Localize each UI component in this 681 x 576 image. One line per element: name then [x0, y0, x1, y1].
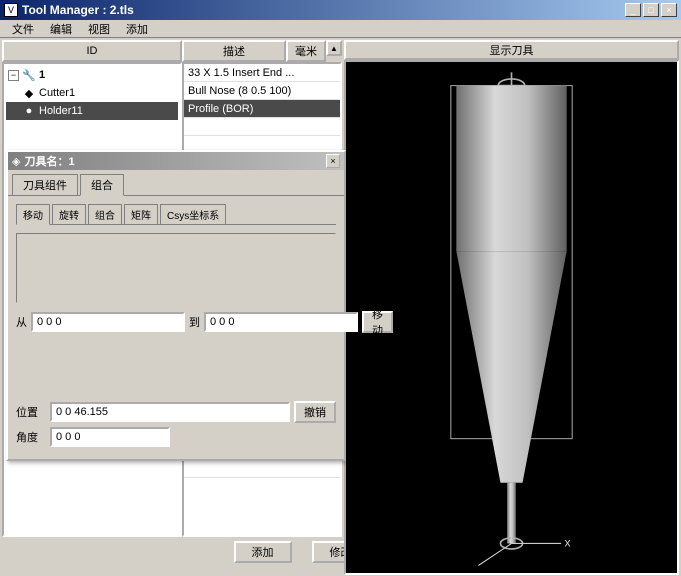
tab-combo[interactable]: 组合 — [80, 174, 124, 196]
position-input[interactable] — [50, 402, 290, 422]
list-item[interactable]: Profile (BOR) — [184, 100, 340, 118]
column-header-id[interactable]: ID — [2, 40, 182, 62]
tool-viewport[interactable]: x — [344, 60, 679, 575]
tab-combo-inner[interactable]: 组合 — [88, 204, 122, 224]
tab-assembly[interactable]: 刀具组件 — [12, 174, 78, 195]
dialog-titlebar[interactable]: ◈ 刀具名：1 × — [8, 152, 344, 170]
dialog-title: 刀具名：1 — [24, 153, 326, 169]
list-item[interactable]: 33 X 1.5 Insert End ... — [184, 64, 340, 82]
tool-rendering: x — [346, 62, 677, 573]
title-bar: V Tool Manager : 2.tls _ □ × — [0, 0, 681, 20]
menu-file[interactable]: 文件 — [4, 21, 42, 37]
column-header-unit[interactable]: 毫米 — [286, 40, 326, 62]
tool-properties-dialog: ◈ 刀具名：1 × 刀具组件 组合 移动 旋转 组合 矩阵 Csys坐标系 从 … — [6, 150, 346, 461]
from-label: 从 — [16, 314, 27, 330]
tree-root-label: 1 — [39, 69, 45, 81]
tool-icon: 🔧 — [22, 68, 36, 82]
position-label: 位置 — [16, 404, 46, 420]
minimize-button[interactable]: _ — [625, 3, 641, 17]
scroll-up-button[interactable]: ▲ — [326, 40, 342, 56]
inner-tabs: 移动 旋转 组合 矩阵 Csys坐标系 — [16, 204, 336, 225]
expand-icon[interactable]: − — [8, 70, 19, 81]
dialog-close-button[interactable]: × — [326, 154, 340, 168]
holder-icon: ● — [22, 104, 36, 118]
add-button[interactable]: 添加 — [234, 541, 292, 563]
tree-holder[interactable]: ● Holder11 — [6, 102, 178, 120]
menu-bar: 文件 编辑 视图 添加 — [0, 20, 681, 38]
to-input[interactable] — [204, 312, 358, 332]
dialog-tabs: 刀具组件 组合 — [8, 170, 344, 196]
to-label: 到 — [189, 314, 200, 330]
column-header-desc[interactable]: 描述 — [182, 40, 286, 62]
tree-cutter[interactable]: ◆ Cutter1 — [6, 84, 178, 102]
tree-cutter-label: Cutter1 — [39, 87, 75, 99]
angle-label: 角度 — [16, 429, 46, 445]
tab-matrix[interactable]: 矩阵 — [124, 204, 158, 224]
close-button[interactable]: × — [661, 3, 677, 17]
window-title: Tool Manager : 2.tls — [22, 3, 625, 17]
holder-cylinder — [456, 86, 566, 252]
menu-edit[interactable]: 编辑 — [42, 21, 80, 37]
preview-area — [16, 233, 336, 303]
axis-x-label: x — [564, 536, 570, 550]
menu-add[interactable]: 添加 — [118, 21, 156, 37]
from-input[interactable] — [31, 312, 185, 332]
list-item[interactable]: Bull Nose (8 0.5 100) — [184, 82, 340, 100]
tab-csys[interactable]: Csys坐标系 — [160, 204, 226, 224]
tree-root[interactable]: − 🔧 1 — [6, 66, 178, 84]
tab-rotate[interactable]: 旋转 — [52, 204, 86, 224]
app-icon: V — [4, 3, 18, 17]
holder-taper — [456, 251, 566, 483]
cutter-icon: ◆ — [22, 86, 36, 100]
menu-view[interactable]: 视图 — [80, 21, 118, 37]
maximize-button[interactable]: □ — [643, 3, 659, 17]
angle-input[interactable] — [50, 427, 170, 447]
column-header-display: 显示刀具 — [344, 40, 679, 60]
undo-button[interactable]: 撤销 — [294, 401, 336, 423]
dialog-icon: ◈ — [12, 155, 20, 168]
tree-holder-label: Holder11 — [39, 105, 83, 117]
move-button[interactable]: 移动 — [362, 311, 393, 333]
tab-move[interactable]: 移动 — [16, 204, 50, 225]
